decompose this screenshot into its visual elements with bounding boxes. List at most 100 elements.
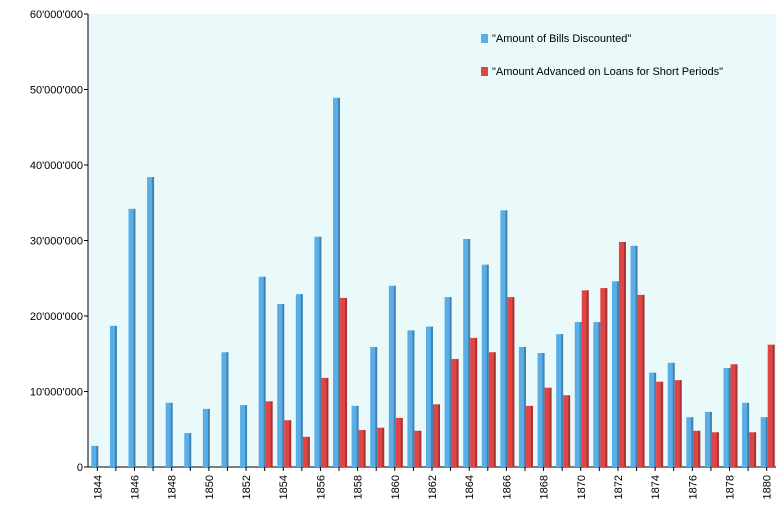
bar	[333, 97, 341, 468]
bar	[240, 405, 248, 467]
y-tick-label: 0	[77, 462, 83, 474]
bar	[377, 427, 385, 467]
bar	[704, 411, 712, 467]
bar-shade	[486, 264, 489, 467]
bar	[109, 325, 117, 467]
bar	[742, 402, 750, 467]
bar-shade	[716, 432, 719, 467]
bar-shade	[586, 290, 589, 467]
x-tick-label: 1862	[427, 475, 439, 499]
x-tick-label: 1872	[613, 475, 625, 499]
bar-shade	[523, 346, 526, 467]
bar	[537, 352, 545, 467]
bar	[426, 326, 433, 467]
y-tick-label: 60'000'000	[30, 9, 83, 21]
bar-shade	[393, 285, 396, 467]
bar	[184, 433, 192, 467]
bar	[414, 430, 422, 467]
bar	[574, 322, 582, 467]
bar	[147, 177, 155, 467]
bar-shade	[735, 364, 738, 467]
bar	[388, 285, 396, 467]
bar	[314, 236, 322, 467]
bar-shade	[226, 352, 229, 467]
bar-shade	[549, 387, 552, 467]
bar-shade	[456, 359, 459, 467]
bar-shade	[114, 325, 117, 467]
bar	[165, 402, 173, 467]
bar-shade	[530, 405, 533, 467]
bar-shade	[319, 236, 322, 467]
bar	[277, 303, 285, 467]
bar-shade	[419, 430, 422, 467]
bar-shade	[679, 380, 682, 467]
bar	[221, 352, 229, 467]
bar	[618, 242, 626, 467]
bar-shade	[400, 417, 403, 467]
bar-shade	[270, 401, 273, 467]
bar-shade	[282, 303, 285, 467]
bar-shade	[431, 326, 433, 467]
bar	[321, 377, 329, 467]
bar-shade	[512, 297, 515, 467]
bar	[693, 430, 701, 467]
bar-shade	[133, 208, 136, 468]
bar-shade	[326, 377, 329, 467]
bar	[395, 417, 403, 467]
bar-shade	[189, 433, 192, 467]
bar	[258, 276, 266, 467]
bar-shade	[338, 97, 341, 468]
bar-shade	[598, 322, 601, 467]
bar-shade	[765, 417, 768, 467]
x-tick-label: 1860	[390, 475, 402, 499]
x-tick-label: 1852	[241, 475, 253, 499]
bar-shade	[772, 344, 775, 467]
bar	[656, 381, 664, 467]
bar-shade	[438, 404, 440, 467]
bar	[593, 322, 601, 467]
x-tick-label: 1846	[129, 475, 141, 499]
bar	[674, 380, 682, 467]
x-tick-label: 1850	[204, 475, 216, 499]
bar-shade	[152, 177, 155, 467]
bar	[284, 420, 292, 467]
x-tick-label: 1858	[353, 475, 365, 499]
bar-shade	[382, 427, 385, 467]
bar-shade	[635, 245, 638, 467]
legend-label: "Amount of Bills Discounted"	[492, 33, 632, 45]
bar-shade	[412, 330, 415, 467]
bar	[444, 297, 452, 467]
bar	[370, 346, 378, 467]
x-tick-label: 1866	[501, 475, 513, 499]
bar	[340, 297, 348, 467]
bar	[730, 364, 738, 467]
bar-shade	[263, 276, 266, 467]
bar-shade	[754, 432, 757, 467]
y-tick-label: 50'000'000	[30, 85, 83, 97]
x-tick-label: 1856	[315, 475, 327, 499]
x-tick-label: 1844	[92, 475, 104, 499]
x-tick-label: 1864	[464, 475, 476, 499]
legend-swatch	[481, 67, 488, 76]
x-tick-label: 1874	[650, 475, 662, 499]
bar-shade	[468, 238, 471, 467]
bar-shade	[300, 294, 303, 467]
bar	[667, 362, 675, 467]
bar-shade	[356, 405, 359, 467]
bar-shade	[505, 210, 508, 468]
bar	[686, 417, 694, 467]
bar	[637, 294, 645, 467]
bar	[265, 401, 273, 467]
bar	[128, 208, 136, 468]
bar-shade	[307, 436, 310, 467]
x-tick-label: 1868	[539, 475, 551, 499]
bar	[630, 245, 638, 467]
bar	[470, 337, 478, 467]
bar-shade	[449, 297, 452, 467]
x-tick-label: 1870	[576, 475, 588, 499]
bar	[433, 404, 440, 467]
bar-shade	[616, 281, 619, 467]
bar-shade	[170, 402, 173, 467]
bar-shade	[698, 430, 701, 467]
bar-shade	[561, 334, 564, 467]
